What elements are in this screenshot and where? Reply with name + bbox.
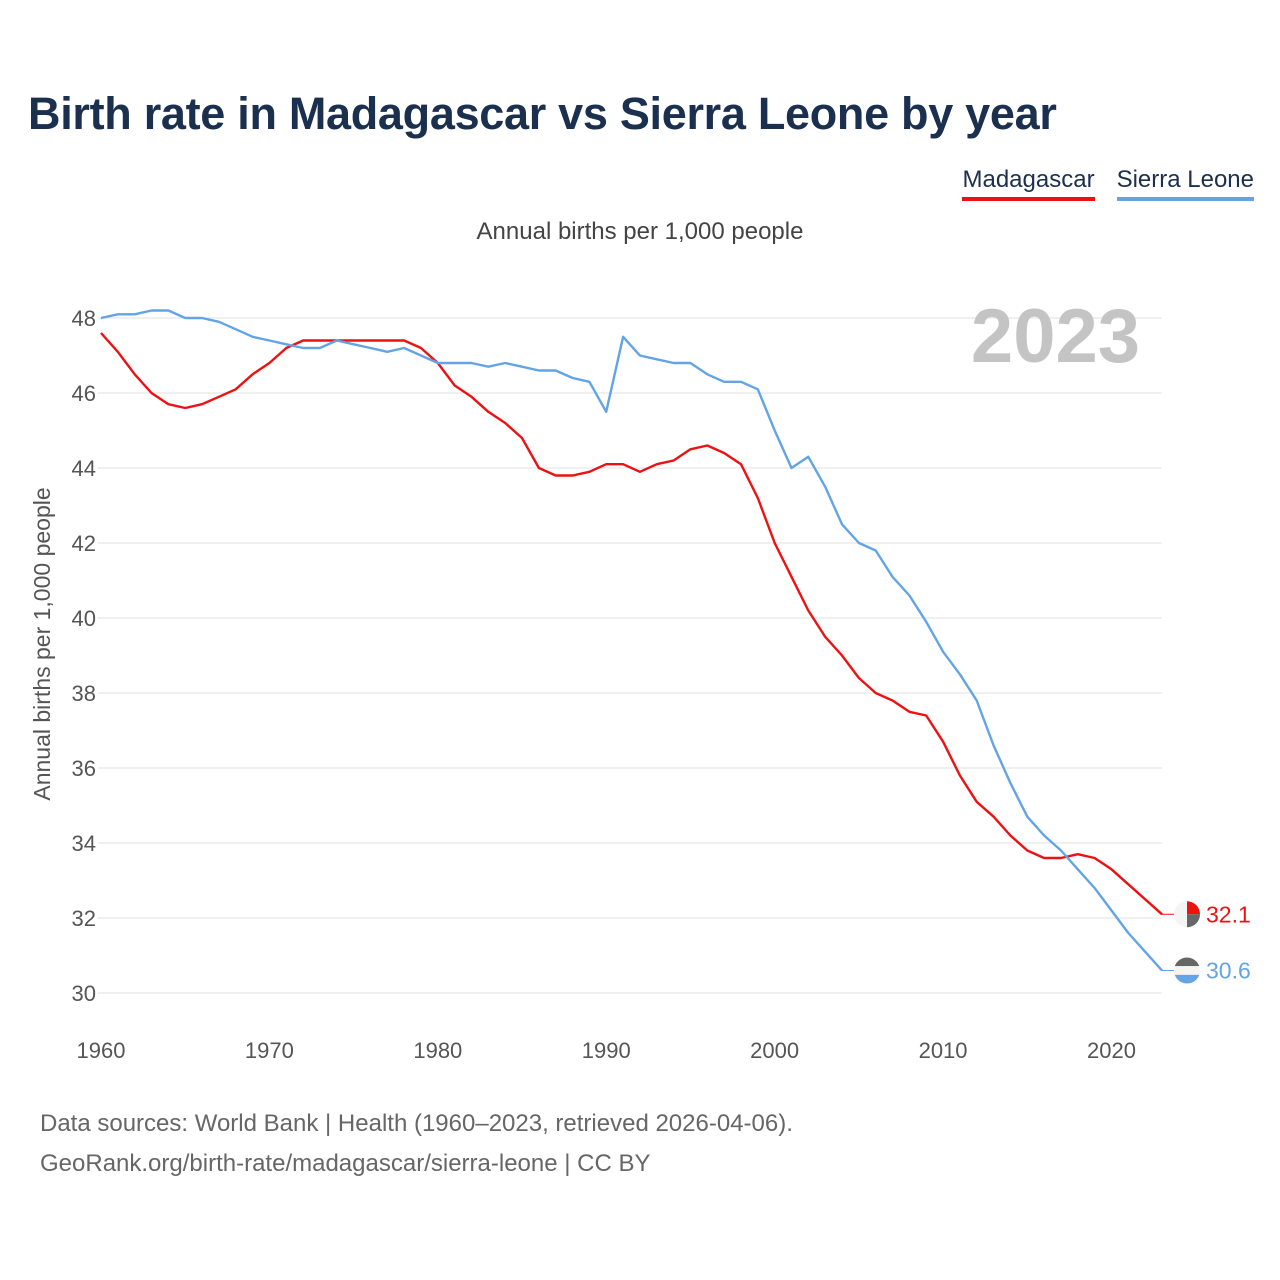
end-value-label: 30.6 (1206, 958, 1251, 984)
legend-item-madagascar[interactable]: Madagascar (962, 166, 1095, 201)
y-tick-label: 44 (72, 456, 96, 481)
source-note: Data sources: World Bank | Health (1960–… (40, 1110, 793, 1137)
flag-marker-madagascar (1174, 901, 1200, 928)
y-axis-label: Annual births per 1,000 people (29, 487, 55, 800)
x-tick-label: 1980 (413, 1038, 462, 1063)
flag-mid (1174, 966, 1200, 975)
x-axis-ticks: 1960 1970 1980 1990 2000 2010 2020 (77, 1038, 1136, 1063)
flag-top (1174, 957, 1200, 967)
x-tick-label: 1970 (245, 1038, 294, 1063)
y-tick-label: 32 (72, 906, 96, 931)
x-tick-label: 1960 (77, 1038, 126, 1063)
x-tick-label: 1990 (582, 1038, 631, 1063)
y-tick-label: 46 (72, 381, 96, 406)
y-tick-label: 40 (72, 606, 96, 631)
y-tick-label: 34 (72, 831, 96, 856)
year-watermark: 2023 (971, 294, 1140, 379)
source-url[interactable]: GeoRank.org/birth-rate/madagascar/sierra… (40, 1150, 651, 1177)
legend-item-sierra-leone[interactable]: Sierra Leone (1116, 166, 1254, 201)
flag-marker-sierra-leone (1174, 957, 1200, 984)
grid-lines (98, 317, 1162, 994)
line-chart: 30 32 34 36 38 40 42 44 46 48 1960 1970 1980 1990 200… (29, 294, 1251, 1063)
flag-red (1187, 901, 1200, 915)
x-tick-label: 2020 (1087, 1038, 1136, 1063)
x-tick-label: 2000 (750, 1038, 799, 1063)
series-line-sierra-leone[interactable] (100, 309, 1163, 972)
series-lines (100, 309, 1163, 972)
chart-subtitle: Annual births per 1,000 people (476, 218, 804, 245)
end-value-label: 32.1 (1206, 901, 1251, 927)
series-line-madagascar[interactable] (100, 332, 1163, 916)
y-tick-label: 38 (72, 681, 96, 706)
flag-bottom (1174, 974, 1200, 984)
end-markers: 32.1 30.6 (1162, 901, 1251, 984)
x-tick-label: 2010 (919, 1038, 968, 1063)
y-tick-label: 30 (72, 981, 96, 1006)
chart-title: Birth rate in Madagascar vs Sierra Leone… (28, 88, 1057, 139)
flag-grey (1187, 914, 1200, 928)
y-tick-label: 36 (72, 756, 96, 781)
y-tick-label: 42 (72, 531, 96, 556)
y-axis-ticks: 30 32 34 36 38 40 42 44 46 48 (72, 306, 96, 1006)
y-tick-label: 48 (72, 306, 96, 331)
legend: Madagascar Sierra Leone (962, 166, 1254, 201)
footer: Data sources: World Bank | Health (1960–… (40, 1104, 793, 1184)
